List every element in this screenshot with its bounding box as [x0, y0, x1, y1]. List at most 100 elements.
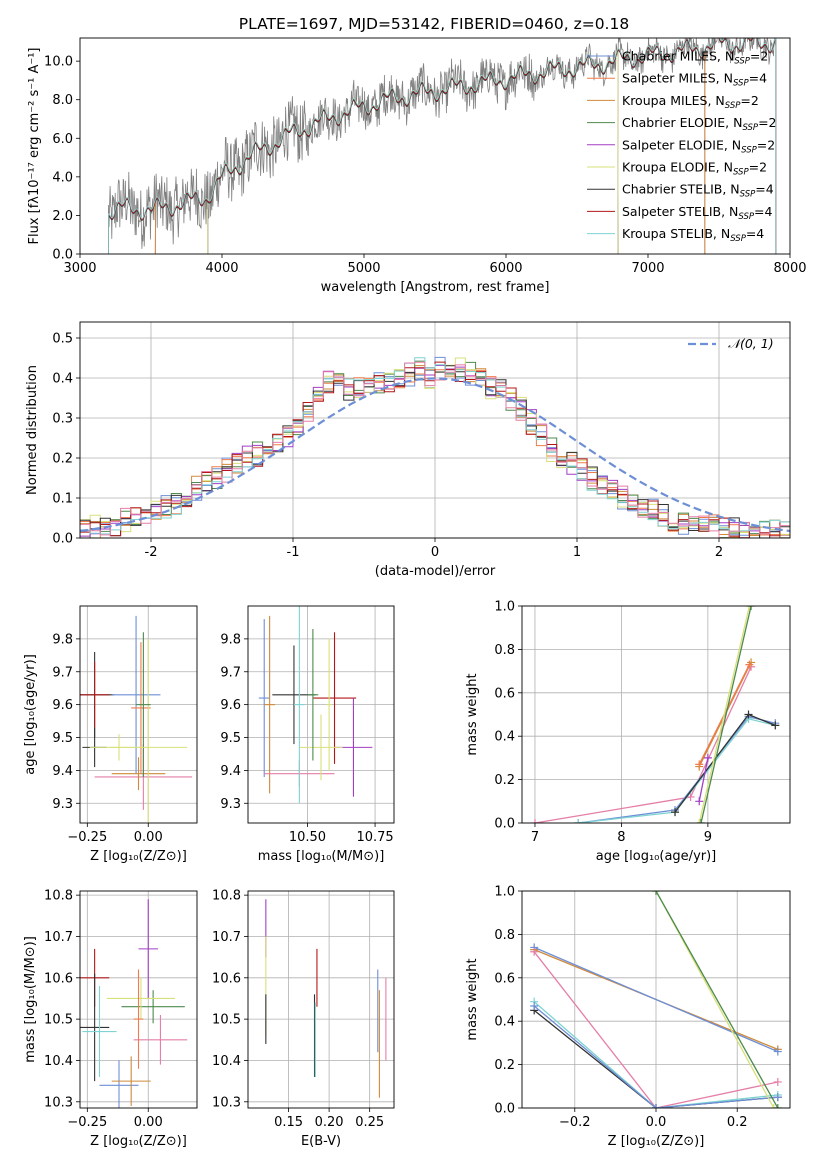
weight-point-marker	[745, 606, 754, 610]
histogram-step-line	[80, 357, 790, 535]
weight-series-line	[700, 606, 752, 823]
legend-text: Kroupa STELIB, N	[622, 226, 730, 241]
axes-frame	[79, 605, 198, 824]
histogram-step-line	[80, 361, 790, 538]
tick-label-x: 7	[531, 830, 539, 845]
tick-label-y: 9.4	[220, 764, 241, 779]
tick-label-y: 10.6	[44, 971, 73, 986]
weight-series-line	[533, 951, 778, 1108]
tick-label-y: 10.7	[212, 930, 241, 945]
weight-series-line	[533, 1005, 778, 1108]
tick-label-x: 5000	[347, 261, 380, 276]
tick-label-x: 0.2	[727, 1115, 748, 1130]
tick-label-y: 10.4	[212, 1054, 241, 1069]
tick-label-y: 9.7	[220, 665, 241, 680]
tick-label-y: 0.6	[494, 971, 515, 986]
axes-frame	[79, 321, 791, 539]
weight-point-marker	[671, 808, 680, 817]
legend-entry: 𝒩(0, 1)	[728, 336, 774, 351]
tick-label-y: 10.8	[212, 889, 241, 904]
weight-point-marker	[530, 819, 539, 823]
axes-frame	[79, 37, 791, 255]
legend-entry: Kroupa STELIB, NSSP=4	[622, 226, 764, 244]
axes-frame	[247, 605, 395, 824]
weight-point-marker	[696, 819, 705, 823]
tick-label-y: 9.5	[52, 731, 73, 746]
panel-weight_vs_z: −0.2 0.0 0.2 0.0 0.2 0.4 0.6 0.8 1.0 Z [log₁₀(Z/Z…	[465, 885, 791, 1149]
axes-frame	[79, 890, 198, 1109]
legend-entry: Chabrier STELIB, NSSP=4	[622, 182, 774, 200]
tick-label-x: 0.00	[134, 830, 163, 845]
model-spectrum-line	[108, 38, 777, 254]
weight-point-marker	[695, 797, 704, 806]
tick-label-y: 9.7	[52, 665, 73, 680]
x-axis-label: Z [log₁₀(Z/Z⊙)]	[90, 1134, 187, 1149]
legend-tail: =2	[749, 160, 767, 175]
tick-label-y: 0.0	[494, 817, 515, 832]
panel-mass_vs_ebv: 0.15 0.20 0.25 10.3 10.4 10.5 10.6 10.7 10.8 E(B-…	[212, 889, 395, 1149]
grid-lines	[80, 606, 197, 823]
tick-label-x: −0.2	[559, 1115, 591, 1130]
weight-point-marker	[773, 1104, 782, 1108]
legend-tail: =4	[754, 204, 772, 219]
tick-label-x: 0.25	[355, 1115, 384, 1130]
plot-area	[108, 38, 777, 254]
x-axis-label: age [log₁₀(age/yr)]	[596, 849, 717, 864]
weight-point-marker	[744, 710, 753, 719]
grid-lines	[248, 891, 394, 1108]
histogram-step-line	[80, 365, 790, 538]
legend-text: Chabrier MILES, N	[622, 49, 734, 64]
legend-tail: =2	[750, 49, 768, 64]
tick-label-y: 0.8	[494, 643, 515, 658]
model-spectrum-line	[108, 38, 777, 254]
tick-label-y: 10.6	[212, 971, 241, 986]
weight-series-line	[578, 715, 776, 823]
y-axis-label: mass weight	[465, 958, 480, 1040]
weight-point-marker	[745, 660, 754, 669]
tick-label-y: 0.4	[494, 1015, 515, 1030]
axes-frame	[247, 890, 395, 1109]
weight-point-marker	[773, 1047, 782, 1056]
axes-frame	[521, 605, 791, 824]
tick-label-y: 0.5	[52, 332, 73, 347]
model-spectrum-line	[108, 38, 777, 254]
weight-point-marker	[695, 819, 704, 823]
y-axis-label: mass weight	[465, 673, 480, 755]
tick-label-y: 9.6	[220, 698, 241, 713]
tick-label-y: 0.0	[494, 1102, 515, 1117]
legend-entry: Kroupa MILES, NSSP=2	[622, 93, 759, 111]
weight-point-marker	[769, 1104, 778, 1108]
weight-series-line	[698, 606, 751, 823]
plot-area	[80, 356, 790, 538]
tick-label-x: 2	[715, 545, 723, 560]
y-axis-label: Flux [fλ10⁻¹⁷ erg cm⁻² s⁻¹ A⁻¹]	[27, 48, 42, 245]
normal-curve	[80, 377, 790, 533]
panel-weight_vs_age: 7 8 9 0.0 0.2 0.4 0.6 0.8 1.0 age [log₁₀(age/yr)]…	[465, 600, 791, 864]
tick-label-x: 10.50	[289, 830, 326, 845]
panel-residuals: -2 -1 0 1 2 0.0 0.1 0.2 0.3 0.4 0.5 (data-model)/er…	[25, 321, 791, 579]
tick-label-y: 8.0	[52, 93, 73, 108]
tick-label-y: 2.0	[52, 209, 73, 224]
legend-subscript: SSP	[725, 101, 741, 111]
tick-label-x: 0	[431, 545, 439, 560]
tick-label-x: 6000	[489, 261, 522, 276]
plot-area	[258, 606, 373, 804]
tick-label-y: 10.5	[212, 1013, 241, 1028]
weight-series-line	[533, 946, 779, 1053]
legend-text: Salpeter MILES, N	[622, 71, 733, 86]
legend-subscript: SSP	[730, 234, 746, 244]
x-axis-label: Z [log₁₀(Z/Z⊙)]	[608, 1134, 705, 1149]
weight-point-marker	[686, 792, 695, 801]
x-axis-label: Z [log₁₀(Z/Z⊙)]	[90, 849, 187, 864]
tick-label-x: 7000	[631, 261, 664, 276]
y-axis-label: age [log₁₀(age/yr)]	[23, 654, 38, 775]
tick-label-y: 0.3	[52, 412, 73, 427]
weight-series-line	[655, 891, 779, 1108]
tick-label-y: 10.3	[212, 1095, 241, 1110]
weight-point-marker	[652, 891, 660, 895]
tick-label-x: −0.25	[67, 1115, 107, 1130]
weight-point-marker	[771, 721, 780, 730]
weight-series-line	[698, 757, 709, 802]
tick-label-x: 1	[573, 545, 581, 560]
tick-label-y: 0.8	[494, 928, 515, 943]
